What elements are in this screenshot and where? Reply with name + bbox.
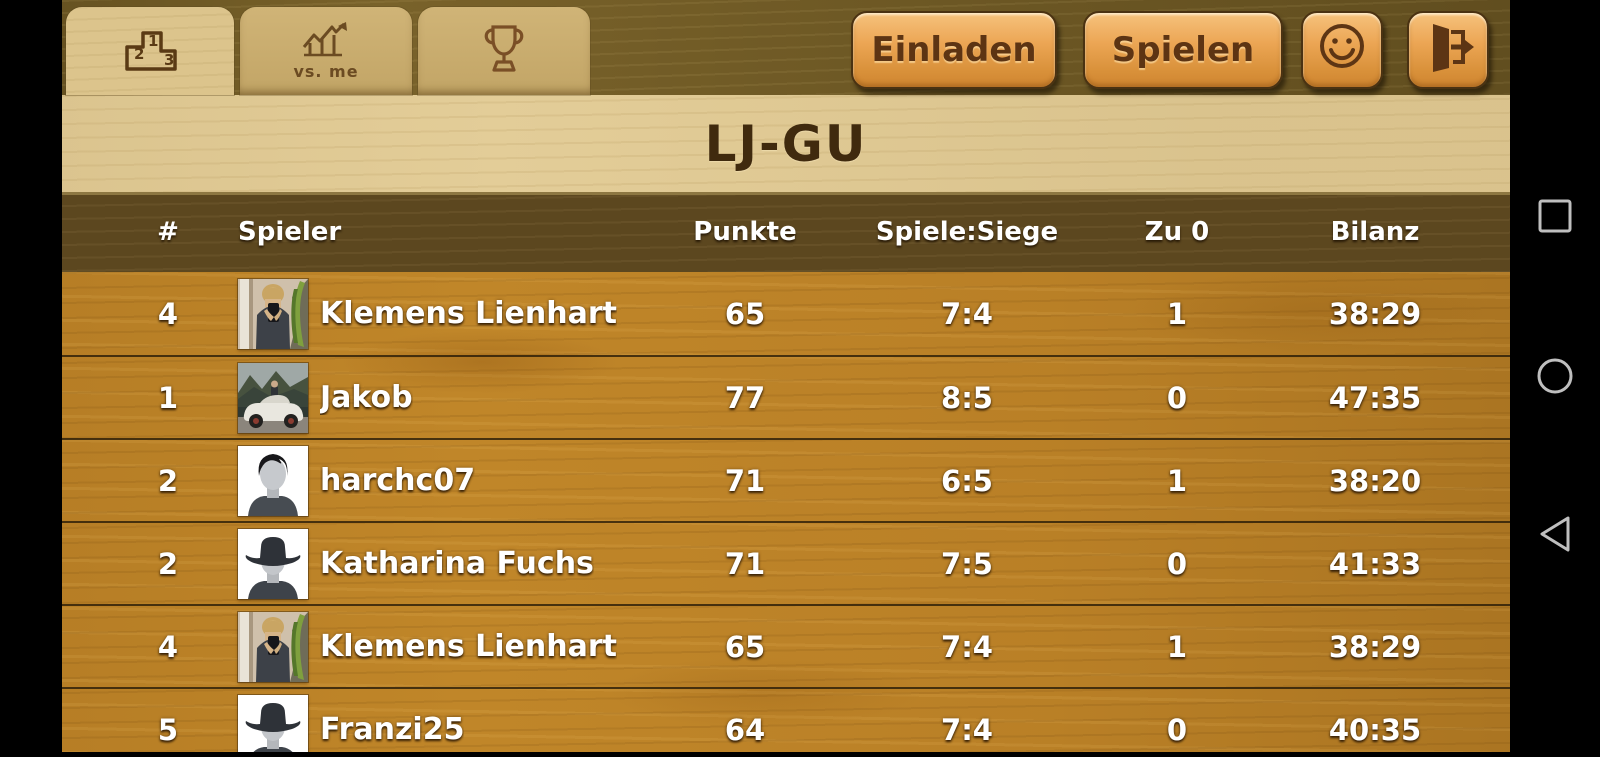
smiley-button[interactable] (1301, 11, 1383, 89)
play-button[interactable]: Spielen (1083, 11, 1283, 89)
to-zero-value: 1 (1166, 296, 1188, 331)
balance-value: 41:33 (1328, 546, 1422, 581)
invite-button[interactable]: Einladen (851, 11, 1057, 89)
balance-value: 38:20 (1328, 463, 1422, 498)
smiley-icon (1316, 20, 1368, 81)
player-name: Katharina Fuchs (320, 546, 594, 581)
rank-value: 2 (157, 546, 179, 581)
player-name: Klemens Lienhart (320, 296, 617, 331)
android-nav-bar (1510, 0, 1600, 757)
to-zero-value: 0 (1166, 380, 1188, 415)
header-points: Punkte (693, 217, 797, 247)
header-rank: # (157, 217, 179, 247)
player-name: Jakob (320, 380, 413, 415)
avatar-cowboy (238, 694, 308, 752)
podium-123-icon: 2 1 3 (119, 23, 181, 79)
player-name: Klemens Lienhart (320, 629, 617, 664)
points-value: 64 (724, 712, 766, 747)
to-zero-value: 0 (1166, 546, 1188, 581)
android-home-button[interactable] (1533, 355, 1577, 399)
points-value: 71 (724, 546, 766, 581)
games-value: 6:5 (941, 463, 993, 498)
tab-vs-me-label: vs. me (293, 62, 359, 81)
exit-door-icon (1421, 20, 1475, 81)
rank-value: 4 (157, 296, 179, 331)
page-title: LJ-GU (704, 114, 868, 173)
header-balance: Bilanz (1330, 217, 1420, 247)
header-to-zero: Zu 0 (1144, 217, 1210, 247)
avatar-cowboy (238, 528, 308, 599)
header-player: Spieler (238, 217, 342, 247)
triangle-left-icon (1538, 515, 1572, 556)
table-row[interactable]: 2 harchc07 71 6:5 1 38:20 (62, 438, 1510, 521)
leaderboard-header: # Spieler Punkte Spiele:Siege Zu 0 Bilan… (62, 192, 1510, 272)
table-row[interactable]: 4 Klemens Lienhart 65 7:4 1 38:29 (62, 604, 1510, 687)
games-value: 7:4 (941, 296, 993, 331)
tab-leaderboard[interactable]: 2 1 3 (66, 7, 234, 95)
to-zero-value: 1 (1166, 463, 1188, 498)
header-games: Spiele:Siege (875, 217, 1059, 247)
balance-value: 38:29 (1328, 296, 1422, 331)
android-recents-button[interactable] (1533, 195, 1577, 239)
android-back-button[interactable] (1533, 513, 1577, 557)
to-zero-value: 1 (1166, 629, 1188, 664)
tab-trophies[interactable] (418, 7, 590, 95)
table-row[interactable]: 4 Klemens Lienhart 65 7:4 1 38:29 (62, 272, 1510, 355)
balance-value: 47:35 (1328, 380, 1422, 415)
points-value: 65 (724, 629, 766, 664)
games-value: 7:4 (941, 629, 993, 664)
chart-up-icon (300, 21, 352, 61)
avatar-selfie-photo (238, 611, 308, 682)
rank-value: 2 (157, 463, 179, 498)
points-value: 71 (724, 463, 766, 498)
leaderboard-table: 4 Klemens Lienhart 65 7:4 1 38:29 1 Jako… (62, 272, 1510, 752)
to-zero-value: 0 (1166, 712, 1188, 747)
games-value: 8:5 (941, 380, 993, 415)
svg-text:3: 3 (164, 51, 174, 69)
trophy-icon (477, 21, 531, 81)
avatar-car-photo (238, 362, 308, 433)
rank-value: 5 (157, 712, 179, 747)
tab-bar: 2 1 3 vs. me (62, 0, 1510, 95)
player-name: harchc07 (320, 463, 476, 498)
table-row[interactable]: 1 Jakob 77 8:5 0 47:35 (62, 355, 1510, 438)
balance-value: 38:29 (1328, 629, 1422, 664)
tab-vs-me[interactable]: vs. me (240, 7, 412, 95)
avatar-selfie-photo (238, 278, 308, 349)
table-row[interactable]: 5 Franzi25 64 7:4 0 40:35 (62, 687, 1510, 752)
exit-button[interactable] (1407, 11, 1489, 89)
svg-text:1: 1 (148, 32, 158, 50)
svg-text:2: 2 (134, 45, 144, 63)
rank-value: 1 (157, 380, 179, 415)
avatar-silhouette (238, 445, 308, 516)
circle-icon (1535, 356, 1575, 399)
games-value: 7:5 (941, 546, 993, 581)
title-band: LJ-GU (62, 95, 1510, 192)
game-app-window: 2 1 3 vs. me (62, 0, 1510, 752)
games-value: 7:4 (941, 712, 993, 747)
square-icon (1537, 198, 1573, 237)
player-name: Franzi25 (320, 712, 465, 747)
table-row[interactable]: 2 Katharina Fuchs 71 7:5 0 41:33 (62, 521, 1510, 604)
points-value: 65 (724, 296, 766, 331)
balance-value: 40:35 (1328, 712, 1422, 747)
rank-value: 4 (157, 629, 179, 664)
points-value: 77 (724, 380, 766, 415)
